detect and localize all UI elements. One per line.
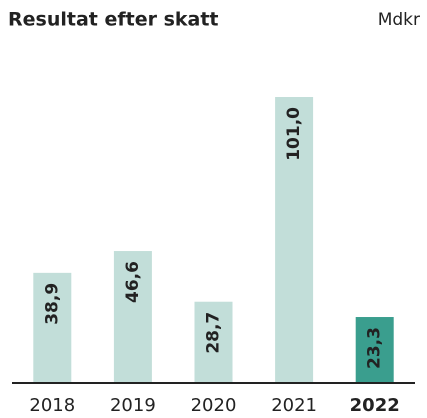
bar xyxy=(355,317,394,383)
x-tick-label: 2021 xyxy=(271,395,317,416)
x-tick-label: 2019 xyxy=(110,395,156,416)
bar xyxy=(275,97,314,383)
value-label: 101,0 xyxy=(284,107,304,161)
x-tick-label: 2022 xyxy=(350,395,400,416)
chart-title: Resultat efter skatt xyxy=(8,9,219,31)
bar xyxy=(194,301,233,383)
value-label: 28,7 xyxy=(204,312,224,354)
unit-label: Mdkr xyxy=(378,10,420,30)
x-tick-label: 2020 xyxy=(191,395,237,416)
bar xyxy=(33,272,72,383)
value-label: 38,9 xyxy=(42,283,62,325)
value-label: 46,6 xyxy=(123,261,143,303)
value-label: 23,3 xyxy=(365,327,385,369)
bar xyxy=(113,251,152,383)
x-tick-label: 2018 xyxy=(29,395,75,416)
